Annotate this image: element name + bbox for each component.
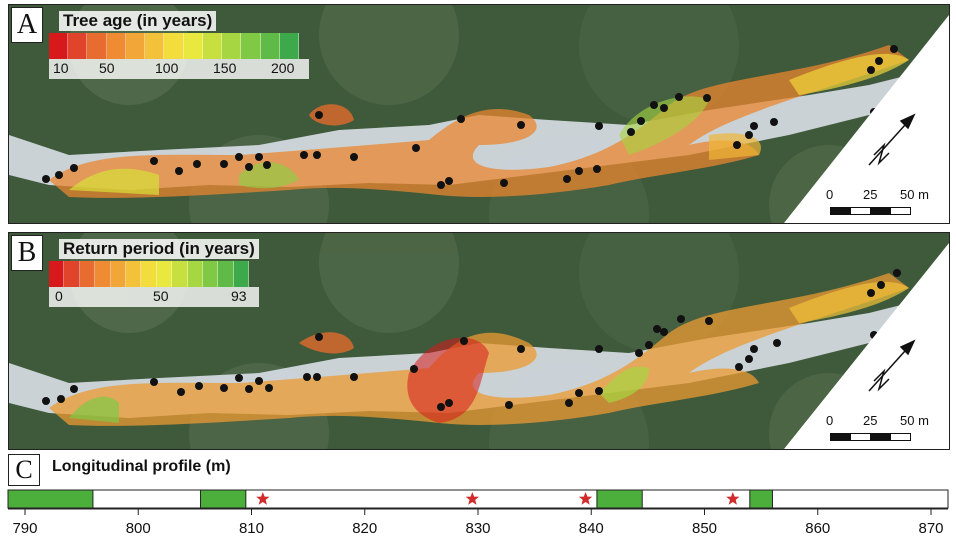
- legend-color-swatch: [187, 261, 203, 287]
- axis-tick-label: 810: [239, 520, 264, 537]
- legend-color-swatch: [68, 33, 88, 59]
- axis-tick-label: 850: [692, 520, 717, 537]
- axis-tick-label: 860: [805, 520, 830, 537]
- legend-color-swatch: [260, 33, 280, 59]
- north-arrow-icon: [868, 113, 916, 166]
- scale-label: 25: [863, 413, 878, 428]
- legend-color-swatch: [145, 33, 165, 59]
- scale-bar-a: 0 25 50 m: [824, 187, 934, 217]
- legend-color-swatch: [222, 33, 242, 59]
- legend-color-swatch: [95, 261, 111, 287]
- axis-tick-label: 870: [918, 520, 943, 537]
- event-star-icon: [726, 492, 740, 505]
- legend-color-swatch: [164, 33, 184, 59]
- legend-color-swatch: [125, 33, 146, 59]
- legend-color-swatch: [156, 261, 173, 287]
- legend-tick: 50: [99, 60, 115, 76]
- legend-tick: 0: [55, 288, 63, 304]
- profile-header: C Longitudinal profile (m): [8, 454, 408, 486]
- axis-tick-label: 840: [579, 520, 604, 537]
- panel-letter-a: A: [11, 7, 43, 43]
- event-star-icon: [465, 492, 479, 505]
- map-panel-return-period: B Return period (in years) 0 50 93 0 25 …: [8, 232, 950, 450]
- legend-tick: 150: [213, 60, 237, 76]
- scale-bar-b: 0 25 50 m: [824, 413, 934, 443]
- axis-tick-label: 830: [465, 520, 490, 537]
- legend-color-swatch: [110, 261, 126, 287]
- legend-color-swatch: [279, 33, 300, 59]
- legend-color-swatch: [141, 261, 157, 287]
- legend-color-swatch: [183, 33, 203, 59]
- scale-label: 50 m: [900, 413, 929, 428]
- legend-color-swatch: [106, 33, 126, 59]
- panel-letter-c: C: [8, 454, 40, 486]
- profile-title: Longitudinal profile (m): [52, 458, 231, 475]
- event-star-icon: [578, 492, 593, 505]
- profile-segment: [749, 489, 773, 509]
- panel-letter-b: B: [11, 235, 43, 271]
- north-arrow-icon: [868, 339, 916, 392]
- axis-tick-label: 800: [126, 520, 151, 537]
- legend-color-swatch: [49, 33, 69, 59]
- legend-color-scale-b: [49, 261, 250, 287]
- legend-tick: 10: [53, 60, 69, 76]
- profile-segment: [596, 489, 643, 509]
- axis-tick-label: 820: [352, 520, 377, 537]
- legend-tick: 93: [231, 288, 247, 304]
- legend-color-swatch: [49, 261, 65, 287]
- legend-tick: 50: [153, 288, 169, 304]
- profile-bar: [7, 489, 949, 509]
- legend-title-tree-age: Tree age (in years): [59, 11, 217, 31]
- legend-tick: 100: [155, 60, 179, 76]
- legend-color-swatch: [125, 261, 142, 287]
- legend-labels-b: 0 50 93: [49, 287, 259, 307]
- profile-segment: [200, 489, 247, 509]
- legend-color-swatch: [202, 33, 223, 59]
- scale-label: 50 m: [900, 187, 929, 202]
- scale-label: 0: [826, 187, 834, 202]
- legend-color-swatch: [218, 261, 234, 287]
- legend-color-swatch: [64, 261, 80, 287]
- legend-labels-a: 10 50 100 150 200: [49, 59, 309, 79]
- legend-color-swatch: [172, 261, 188, 287]
- map-panel-tree-age: A Tree age (in years) 10 50 100 150 200 …: [8, 4, 950, 224]
- legend-color-swatch: [233, 261, 250, 287]
- scale-label: 25: [863, 187, 878, 202]
- legend-color-swatch: [79, 261, 96, 287]
- profile-segment: [7, 489, 94, 509]
- scale-label: 0: [826, 413, 834, 428]
- legend-title-return-period: Return period (in years): [59, 239, 259, 259]
- legend-color-swatch: [241, 33, 261, 59]
- legend-tick: 200: [271, 60, 295, 76]
- legend-color-scale-a: [49, 33, 300, 59]
- event-star-icon: [256, 492, 270, 505]
- legend-color-swatch: [202, 261, 219, 287]
- legend-color-swatch: [87, 33, 107, 59]
- aerial-map-a: [9, 5, 949, 223]
- longitudinal-profile: 790 800 810 820 830 840 850 860 870: [7, 489, 949, 537]
- axis-tick-label: 790: [12, 520, 37, 537]
